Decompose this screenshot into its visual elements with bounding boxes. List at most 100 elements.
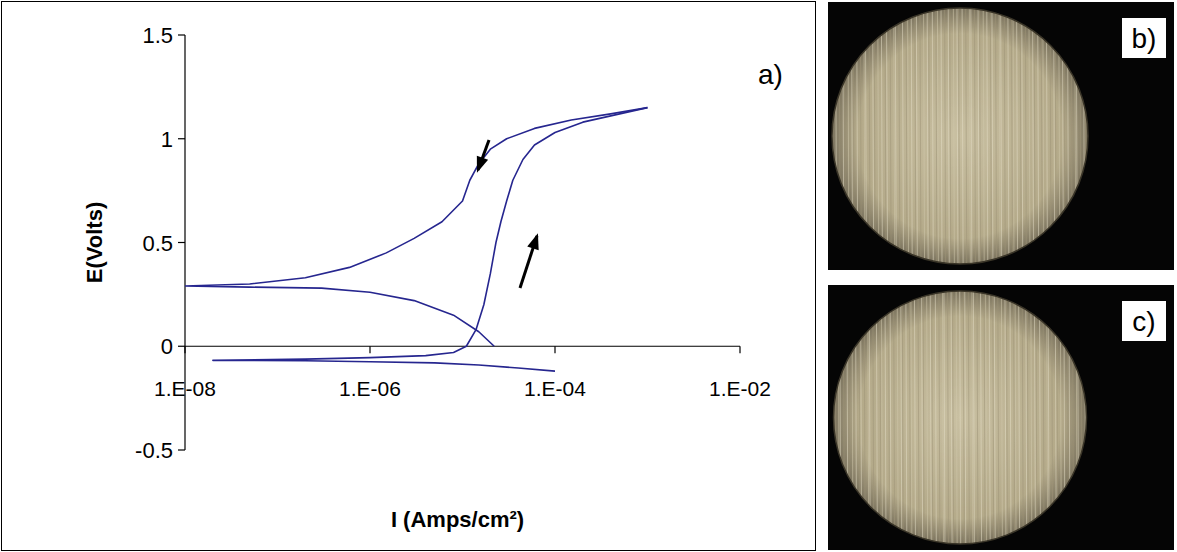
- polish-streak: [969, 8, 970, 264]
- polish-streak: [848, 291, 849, 544]
- polish-streak: [873, 291, 874, 544]
- polish-streak: [1008, 8, 1009, 264]
- polish-streak: [983, 8, 984, 264]
- polish-streak: [1075, 8, 1076, 264]
- arrow-head: [527, 233, 538, 250]
- polish-streak: [852, 291, 853, 544]
- polish-streak: [902, 8, 903, 264]
- polish-streak: [1085, 291, 1086, 544]
- polish-streak: [963, 291, 964, 544]
- polish-streak: [958, 8, 959, 264]
- polish-streak: [1019, 291, 1020, 544]
- polish-streak: [1071, 8, 1072, 264]
- polish-streak: [992, 8, 993, 264]
- polish-streak: [1010, 291, 1011, 544]
- polish-streak: [1031, 291, 1032, 544]
- polish-streak: [978, 8, 979, 264]
- x-tick: [184, 346, 185, 353]
- polish-streak: [971, 8, 972, 264]
- polish-streak: [1005, 291, 1006, 544]
- panel-label: c): [1132, 306, 1155, 337]
- y-tick-label: 1: [161, 127, 173, 152]
- polish-streak: [868, 291, 869, 544]
- polish-streak: [915, 8, 916, 264]
- chart-frame: [2, 2, 816, 551]
- polish-streak: [1076, 291, 1077, 544]
- polish-streak: [1011, 8, 1012, 264]
- polish-streak: [887, 8, 888, 264]
- polish-streak: [953, 291, 954, 544]
- polish-streak: [843, 8, 844, 264]
- y-tick: [178, 138, 185, 139]
- polish-streak: [980, 8, 981, 264]
- polish-streak: [864, 291, 865, 544]
- polish-streak: [874, 8, 875, 264]
- photo-background: [828, 285, 1174, 550]
- polish-streak: [899, 8, 900, 264]
- polish-streak: [890, 8, 891, 264]
- polish-streak: [839, 8, 840, 264]
- polish-streak: [1004, 8, 1005, 264]
- polish-streak: [897, 291, 898, 544]
- polish-streak: [844, 8, 845, 264]
- polish-streak: [1059, 8, 1060, 264]
- polish-streak: [843, 291, 844, 544]
- polish-streak: [1013, 8, 1014, 264]
- polish-streak: [999, 8, 1000, 264]
- y-tick-label: -0.5: [135, 438, 173, 463]
- polish-streak: [1078, 291, 1079, 544]
- polish-streak: [840, 291, 841, 544]
- y-tick: [178, 242, 185, 243]
- y-tick: [178, 346, 185, 347]
- y-tick: [178, 34, 185, 35]
- x-tick-label: 1.E-08: [154, 377, 216, 400]
- y-tick-label: 0.5: [142, 231, 173, 256]
- polish-streak: [987, 8, 988, 264]
- polish-streak: [848, 8, 849, 264]
- specimen-disc: [832, 8, 1088, 264]
- polish-streak: [859, 291, 860, 544]
- polish-streak: [1029, 8, 1030, 264]
- polish-streak: [1014, 291, 1015, 544]
- specimen-edge: [832, 8, 1088, 264]
- polish-streak: [911, 291, 912, 544]
- polish-streak: [977, 291, 978, 544]
- polish-streak: [960, 291, 961, 544]
- polish-streak: [836, 8, 837, 264]
- polish-streak: [1027, 291, 1028, 544]
- arrow-head: [477, 156, 488, 173]
- polish-streak: [916, 8, 917, 264]
- y-tick-label: 1.5: [142, 23, 173, 48]
- panel-label: b): [1132, 23, 1157, 54]
- y-axis-title: E(Volts): [82, 202, 107, 283]
- polish-streak: [1069, 291, 1070, 544]
- polish-streak: [880, 291, 881, 544]
- polish-streak: [927, 8, 928, 264]
- polish-streak: [856, 291, 857, 544]
- polish-streak: [929, 8, 930, 264]
- polish-streak: [1068, 8, 1069, 264]
- polish-streak: [1015, 291, 1016, 544]
- polish-streak: [835, 291, 836, 544]
- polish-streak: [1017, 8, 1018, 264]
- polish-streak: [945, 8, 946, 264]
- polish-streak: [1067, 291, 1068, 544]
- plot-area: [185, 108, 648, 372]
- polish-streak: [853, 8, 854, 264]
- polish-streak: [1064, 8, 1065, 264]
- polish-streak: [927, 291, 928, 544]
- polish-streak: [1033, 8, 1034, 264]
- curve: [185, 108, 648, 347]
- polish-streak: [1006, 291, 1007, 544]
- polish-streak: [1041, 8, 1042, 264]
- polish-streak: [1060, 291, 1061, 544]
- specimen-texture: [835, 291, 1086, 544]
- x-tick: [739, 346, 740, 353]
- figure: -0.500.511.51.E-081.E-061.E-041.E-02E(Vo…: [0, 0, 1177, 552]
- polish-streak: [937, 8, 938, 264]
- polish-streak: [972, 291, 973, 544]
- polish-streak: [1026, 291, 1027, 544]
- polish-streak: [857, 8, 858, 264]
- x-tick: [554, 346, 555, 353]
- polish-streak: [1083, 8, 1084, 264]
